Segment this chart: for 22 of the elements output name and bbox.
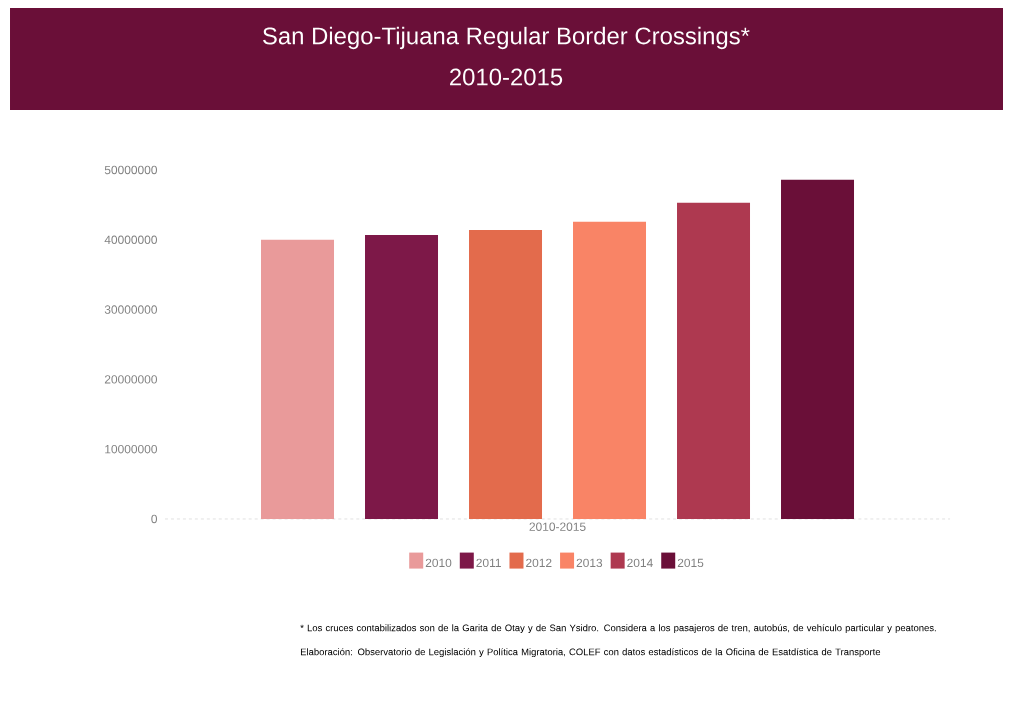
- y-tick-label: 10000000: [105, 444, 158, 454]
- chart-title: San Diego-Tijuana Regular Border Crossings*: [262, 26, 750, 50]
- bar: [677, 202, 751, 519]
- legend-label: 2010: [425, 558, 452, 568]
- bar: [365, 234, 439, 519]
- bar: [573, 221, 647, 519]
- bar: [781, 179, 855, 519]
- y-tick-label: 20000000: [104, 375, 158, 384]
- legend-label: 2015: [677, 558, 704, 568]
- y-tick-label: 50000000: [104, 165, 158, 175]
- bar: [261, 239, 335, 519]
- legend-label: 2014: [627, 558, 653, 568]
- bar: [469, 230, 543, 519]
- y-tick-label: 0: [151, 514, 158, 524]
- text: * Los cruces contabilizados son de la Garita de Otay y de San Ysidro. Considera a los pasajeros de tren, autobús, de vehículo particular y peatones.: [300, 624, 936, 634]
- legend-label: 2011: [476, 558, 501, 568]
- legend-label: 2012: [526, 558, 552, 568]
- legend-label: 2013: [576, 558, 603, 568]
- text: Elaboración: Observatorio de Legislación y Política Migratoria, COLEF con datos estadísticos de la Oficina de Esatdística de Transporte: [300, 648, 881, 658]
- y-tick-label: 30000000: [104, 305, 158, 314]
- chart-subtitle: 2010-2015: [450, 68, 563, 86]
- y-tick-label: 40000000: [104, 235, 158, 245]
